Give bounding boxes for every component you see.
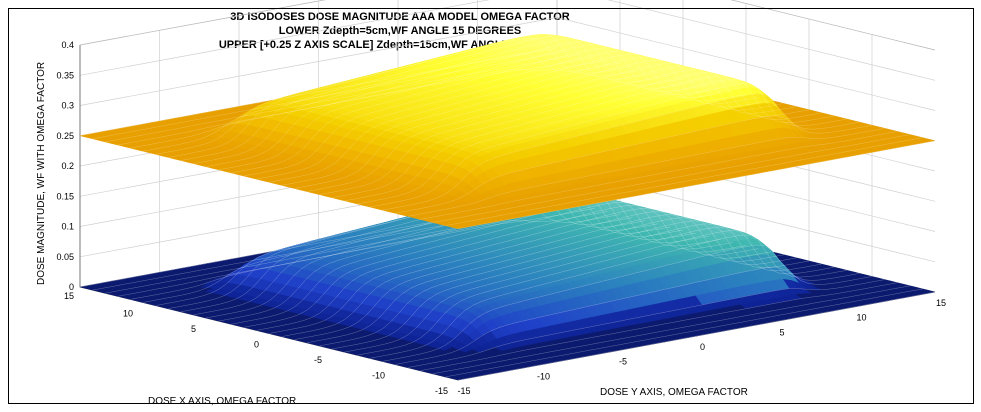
title-line-1: 3D ISODOSES DOSE MAGNITUDE AAA MODEL OME… <box>230 11 569 23</box>
upper-surface <box>80 34 935 229</box>
